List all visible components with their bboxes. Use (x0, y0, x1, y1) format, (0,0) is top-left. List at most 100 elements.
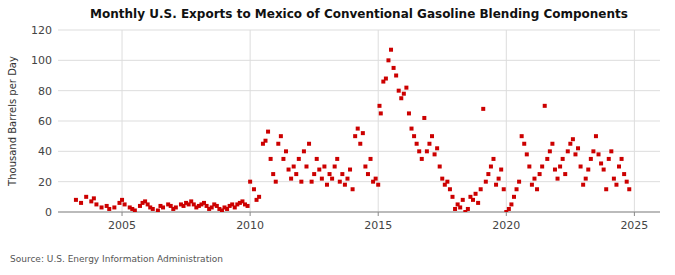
point (476, 201, 480, 205)
y-tick-label: 40 (38, 145, 52, 158)
point (420, 157, 424, 161)
point (392, 66, 396, 70)
point (535, 187, 539, 191)
point (289, 177, 293, 181)
point (430, 134, 434, 138)
point (561, 157, 565, 161)
point (299, 180, 303, 184)
point (435, 146, 439, 150)
point (307, 142, 311, 146)
point (556, 177, 560, 181)
point (427, 142, 431, 146)
point (407, 111, 411, 115)
point (553, 168, 557, 172)
point (384, 77, 388, 81)
point (538, 172, 542, 176)
y-grid-line (58, 90, 660, 91)
point (133, 208, 137, 212)
point (448, 187, 452, 191)
point (594, 134, 598, 138)
point (320, 177, 324, 181)
point (404, 86, 408, 90)
point (438, 165, 442, 169)
y-grid-line (58, 121, 660, 122)
point (279, 134, 283, 138)
x-tick (634, 212, 635, 216)
point (507, 207, 511, 211)
point (563, 172, 567, 176)
point (451, 195, 455, 199)
y-tick-label: 60 (38, 115, 52, 128)
point (597, 152, 601, 156)
point (287, 168, 291, 172)
point (379, 111, 383, 115)
point (297, 157, 301, 161)
x-tick (250, 212, 251, 216)
point (525, 152, 529, 156)
point (586, 168, 590, 172)
point (312, 172, 316, 176)
point (397, 89, 401, 93)
y-tick-label: 20 (38, 176, 52, 189)
point (548, 149, 552, 153)
point (584, 177, 588, 181)
point (415, 142, 419, 146)
point (620, 157, 624, 161)
point (377, 104, 381, 108)
point (345, 177, 349, 181)
point (333, 165, 337, 169)
x-grid-line (122, 30, 123, 212)
y-tick-label: 100 (31, 54, 52, 67)
point (281, 157, 285, 161)
points (74, 48, 631, 212)
y-grid-line (58, 60, 660, 61)
point (304, 165, 308, 169)
point (622, 172, 626, 176)
point (161, 205, 165, 209)
point (576, 146, 580, 150)
point (604, 187, 608, 191)
point (410, 127, 414, 131)
point (422, 116, 426, 120)
point (471, 198, 475, 202)
source-note: Source: U.S. Energy Information Administ… (10, 254, 223, 264)
x-tick-label: 2010 (236, 219, 264, 232)
point (335, 157, 339, 161)
point (92, 196, 96, 200)
point (445, 180, 449, 184)
title: Monthly U.S. Exports to Mexico of Conven… (90, 7, 628, 21)
point (573, 152, 577, 156)
point (486, 172, 490, 176)
point (433, 152, 437, 156)
point (599, 161, 603, 165)
point (317, 168, 321, 172)
point (522, 142, 526, 146)
point (271, 172, 275, 176)
point (246, 204, 250, 208)
point (461, 198, 465, 202)
point (338, 180, 342, 184)
point (276, 142, 280, 146)
point (617, 165, 621, 169)
y-tick-label: 120 (31, 24, 52, 37)
point (412, 134, 416, 138)
point (540, 165, 544, 169)
point (602, 168, 606, 172)
point (363, 165, 367, 169)
point (489, 165, 493, 169)
point (79, 201, 83, 205)
y-tick-label: 80 (38, 85, 52, 98)
point (315, 157, 319, 161)
point (107, 207, 111, 211)
point (156, 208, 160, 212)
point (491, 157, 495, 161)
x-tick-label: 2015 (364, 219, 392, 232)
point (568, 142, 572, 146)
point (120, 198, 124, 202)
point (458, 205, 462, 209)
point (322, 165, 326, 169)
point (581, 183, 585, 187)
chart: 02040608010012020052010201520202025Month… (0, 0, 675, 275)
x-tick (506, 212, 507, 216)
point (112, 205, 116, 209)
